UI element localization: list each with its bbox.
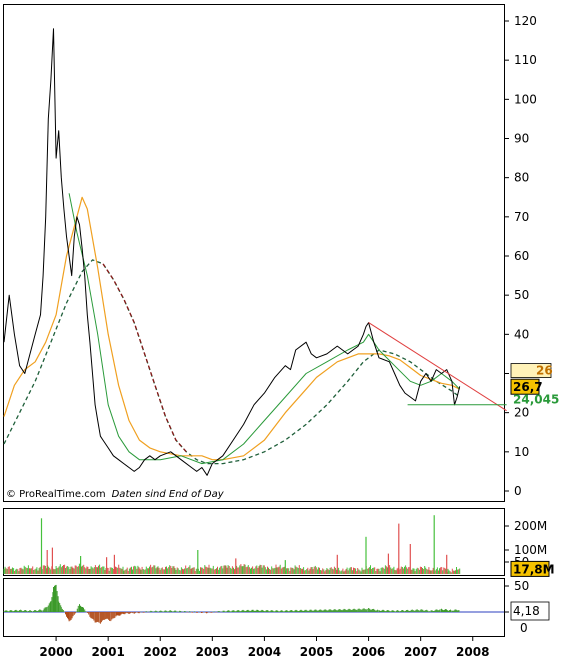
volume-tick-label: 200M	[514, 519, 547, 533]
price-tick-label: 110	[514, 53, 537, 67]
ma-mid-last-value: 26	[536, 364, 553, 378]
volume-tick-label: 100M	[514, 543, 547, 557]
ma-mid-last-value-box	[510, 363, 552, 378]
x-tick-label: 2003	[196, 645, 229, 659]
credit-prefix: © ProRealTime.com	[6, 489, 106, 500]
price-tick-label: 80	[514, 171, 529, 185]
slow-moving-average-line	[3, 259, 461, 465]
x-tick-label: 2006	[352, 645, 385, 659]
ma-slow-last-value: 24,045	[513, 392, 559, 406]
price-tick-label: 100	[514, 92, 537, 106]
volume-last-value-box	[510, 560, 550, 577]
price-tick-label: 90	[514, 132, 529, 146]
price-tick-label: 20	[514, 406, 529, 420]
x-tick-label: 2005	[300, 645, 333, 659]
fast-moving-average-line	[68, 193, 461, 465]
slow-moving-average-bear-segment	[102, 263, 187, 453]
price-line	[3, 28, 461, 476]
price-tick-label: 10	[514, 445, 529, 459]
price-tick-label: 120	[514, 14, 537, 28]
oscillator-tick-label: 50	[514, 579, 529, 593]
price-tick-label: 0	[514, 484, 522, 498]
volume-last-value: 17,8M	[513, 562, 555, 576]
x-tick-label: 2004	[248, 645, 281, 659]
x-tick-label: 2007	[404, 645, 437, 659]
price-tick-label: 70	[514, 210, 529, 224]
x-tick-label: 2008	[456, 645, 489, 659]
price-tick-label: 40	[514, 327, 529, 341]
oscillator-last-value: 4,18	[513, 604, 540, 618]
x-tick-label: 2000	[39, 645, 72, 659]
last-price-box	[510, 378, 540, 395]
chart-credit: © ProRealTime.com Daten sind End of Day	[6, 489, 225, 500]
credit-suffix: Daten sind End of Day	[112, 489, 225, 500]
price-panel-frame	[3, 4, 505, 502]
volume-panel-frame	[3, 508, 505, 576]
oscillator-panel-frame	[3, 578, 505, 637]
downtrend-line	[368, 322, 507, 412]
last-price-value: 26,7	[513, 380, 543, 394]
oscillator-tick-label: 0	[520, 621, 528, 635]
x-tick-label: 2001	[91, 645, 124, 659]
price-tick-label: 60	[514, 249, 529, 263]
price-tick-label: 50	[514, 288, 529, 302]
x-tick-label: 2002	[144, 645, 177, 659]
oscillator-last-value-box	[510, 601, 550, 621]
